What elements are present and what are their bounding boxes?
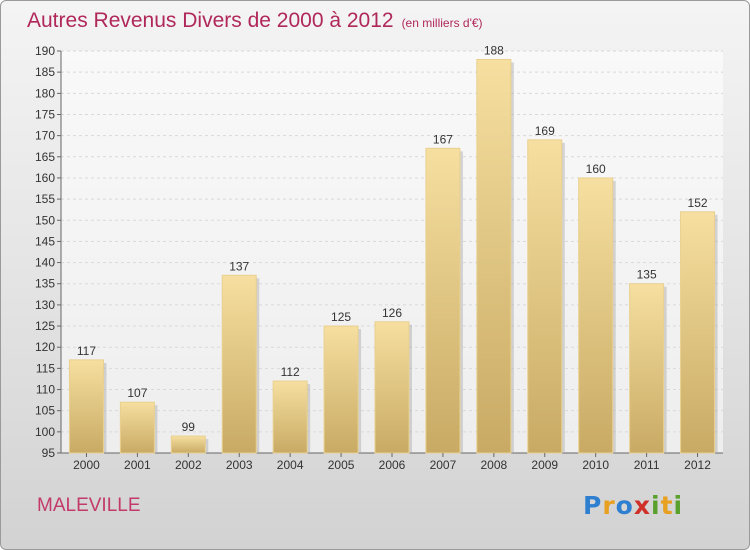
chart-title: Autres Revenus Divers de 2000 à 2012 (en …: [27, 9, 483, 33]
x-tick-label: 2003: [226, 458, 253, 472]
bar: [629, 283, 665, 454]
logo-letter: i: [673, 491, 684, 520]
y-tick-label: 140: [35, 256, 55, 270]
bar-value-label: 137: [229, 259, 249, 273]
y-tick-label: 160: [35, 171, 55, 185]
bar: [476, 58, 512, 454]
y-tick-label: 120: [35, 340, 55, 354]
logo-letter: o: [615, 491, 634, 520]
x-tick-label: 2009: [531, 458, 558, 472]
bar-value-label: 112: [281, 365, 300, 379]
bar-value-label: 99: [182, 420, 196, 434]
bar: [221, 274, 257, 454]
y-tick-label: 105: [35, 404, 55, 418]
bar: [374, 321, 410, 454]
y-tick-label: 130: [35, 298, 55, 312]
bar-value-label: 167: [433, 132, 453, 146]
y-tick-label: 165: [35, 150, 55, 164]
chart-subtitle: (en milliers d'€): [401, 16, 483, 30]
y-tick-label: 170: [35, 129, 55, 143]
bar-value-label: 135: [637, 268, 657, 282]
bar: [272, 380, 308, 454]
chart-title-text: Autres Revenus Divers de 2000 à 2012: [27, 9, 394, 32]
x-tick-label: 2007: [430, 458, 457, 472]
y-tick-label: 150: [35, 213, 55, 227]
bar: [323, 325, 359, 454]
bar: [680, 211, 716, 454]
bar-value-label: 160: [586, 162, 606, 176]
y-tick-label: 95: [42, 446, 56, 460]
y-tick-label: 115: [36, 361, 55, 375]
x-tick-label: 2012: [684, 458, 711, 472]
logo-letter: r: [602, 491, 616, 520]
x-tick-label: 2011: [634, 458, 660, 472]
logo-letter: P: [583, 491, 603, 520]
x-tick-label: 2008: [480, 458, 507, 472]
y-tick-label: 145: [35, 234, 55, 248]
logo-letter: t: [660, 491, 674, 520]
y-tick-label: 110: [36, 383, 55, 397]
bar: [578, 177, 614, 454]
bar-value-label: 117: [77, 344, 96, 358]
bar-value-label: 169: [535, 124, 555, 138]
x-tick-label: 2002: [175, 458, 202, 472]
x-tick-label: 2004: [277, 458, 304, 472]
x-tick-label: 2006: [379, 458, 406, 472]
logo-letter: x: [633, 491, 651, 520]
y-tick-label: 135: [35, 277, 55, 291]
logo-letter: i: [651, 491, 661, 520]
bar-value-label: 125: [331, 310, 351, 324]
y-tick-label: 175: [35, 107, 55, 121]
x-tick-label: 2005: [328, 458, 355, 472]
y-tick-label: 100: [35, 425, 55, 439]
bar: [170, 435, 206, 454]
town-name: MALEVILLE: [37, 495, 141, 516]
bar-value-label: 188: [484, 43, 504, 57]
y-tick-label: 185: [35, 65, 55, 79]
y-tick-label: 155: [35, 192, 55, 206]
y-tick-label: 125: [35, 319, 55, 333]
bar-value-label: 126: [382, 306, 402, 320]
x-tick-label: 2010: [582, 458, 609, 472]
y-tick-label: 190: [35, 44, 55, 58]
bar-value-label: 107: [127, 386, 147, 400]
bar: [425, 147, 461, 454]
bar-value-label: 152: [688, 196, 708, 210]
bar: [527, 139, 563, 454]
x-tick-label: 2000: [73, 458, 100, 472]
y-tick-label: 180: [35, 86, 55, 100]
bar: [68, 359, 104, 454]
x-tick-label: 2001: [124, 458, 151, 472]
proxiti-logo: Proxiti: [583, 491, 683, 520]
bar: [119, 401, 155, 454]
